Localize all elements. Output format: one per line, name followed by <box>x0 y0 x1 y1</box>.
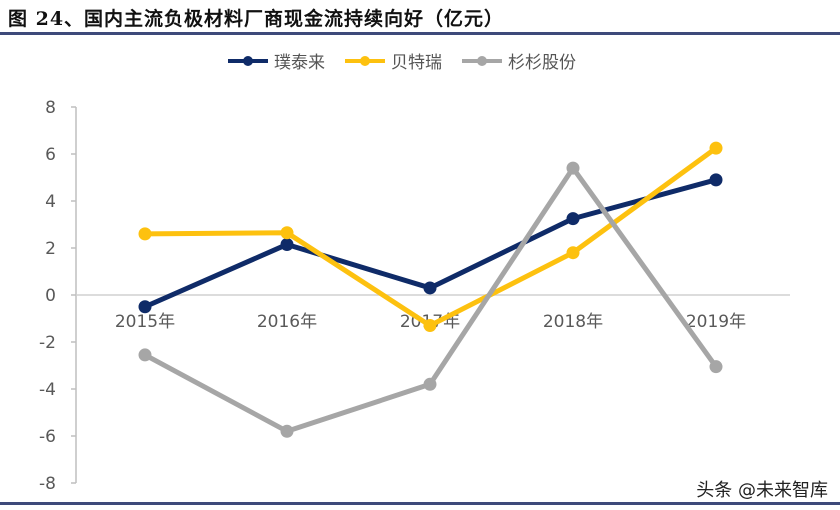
legend: 璞泰来 贝特瑞 杉杉股份 <box>226 48 576 73</box>
data-point-marker <box>566 246 580 260</box>
y-tick-label: -8 <box>39 474 56 494</box>
data-point-marker <box>423 281 437 295</box>
data-point-marker <box>280 424 294 438</box>
data-point-marker <box>709 360 723 374</box>
y-tick-label: 2 <box>45 239 56 259</box>
data-point-marker <box>423 319 437 333</box>
series-2 <box>138 161 723 438</box>
legend-item-ss: 杉杉股份 <box>460 48 576 73</box>
x-tick-label: 2019年 <box>686 312 746 332</box>
data-point-marker <box>138 348 152 362</box>
legend-item-pt: 璞泰来 <box>226 48 325 73</box>
data-point-marker <box>566 161 580 175</box>
x-tick-label: 2018年 <box>543 312 603 332</box>
legend-line-marker-icon <box>345 55 385 66</box>
y-tick-label: -4 <box>39 380 56 400</box>
data-point-marker <box>423 377 437 391</box>
series-0 <box>138 173 723 314</box>
series-line <box>142 165 719 434</box>
chart-title: 图 24、国内主流负极材料厂商现金流持续向好（亿元） <box>8 8 505 30</box>
title-divider <box>0 32 840 35</box>
series-1 <box>138 141 723 333</box>
data-point-marker <box>709 141 723 155</box>
data-point-marker <box>280 226 294 240</box>
y-tick-label: 8 <box>45 98 56 118</box>
legend-label-pt: 璞泰来 <box>274 53 325 73</box>
y-tick-label: 4 <box>45 192 56 212</box>
data-point-marker <box>138 300 152 314</box>
data-point-marker <box>138 227 152 241</box>
x-tick-label: 2016年 <box>257 312 317 332</box>
y-tick-label: -2 <box>39 333 56 353</box>
y-tick-label: -6 <box>39 427 56 447</box>
bottom-divider <box>0 502 840 505</box>
y-tick-label: 6 <box>45 145 56 165</box>
data-point-marker <box>280 237 294 251</box>
legend-label-ss: 杉杉股份 <box>508 53 576 73</box>
legend-label-btr: 贝特瑞 <box>391 53 442 73</box>
legend-line-marker-icon <box>228 55 268 66</box>
x-tick-label: 2015年 <box>115 312 175 332</box>
watermark: 头条 @未来智库 <box>696 480 828 501</box>
legend-line-marker-icon <box>462 55 502 66</box>
series-line <box>142 145 719 329</box>
data-point-marker <box>566 212 580 226</box>
data-point-marker <box>709 173 723 187</box>
legend-item-btr: 贝特瑞 <box>343 48 442 73</box>
y-tick-label: 0 <box>45 286 56 306</box>
